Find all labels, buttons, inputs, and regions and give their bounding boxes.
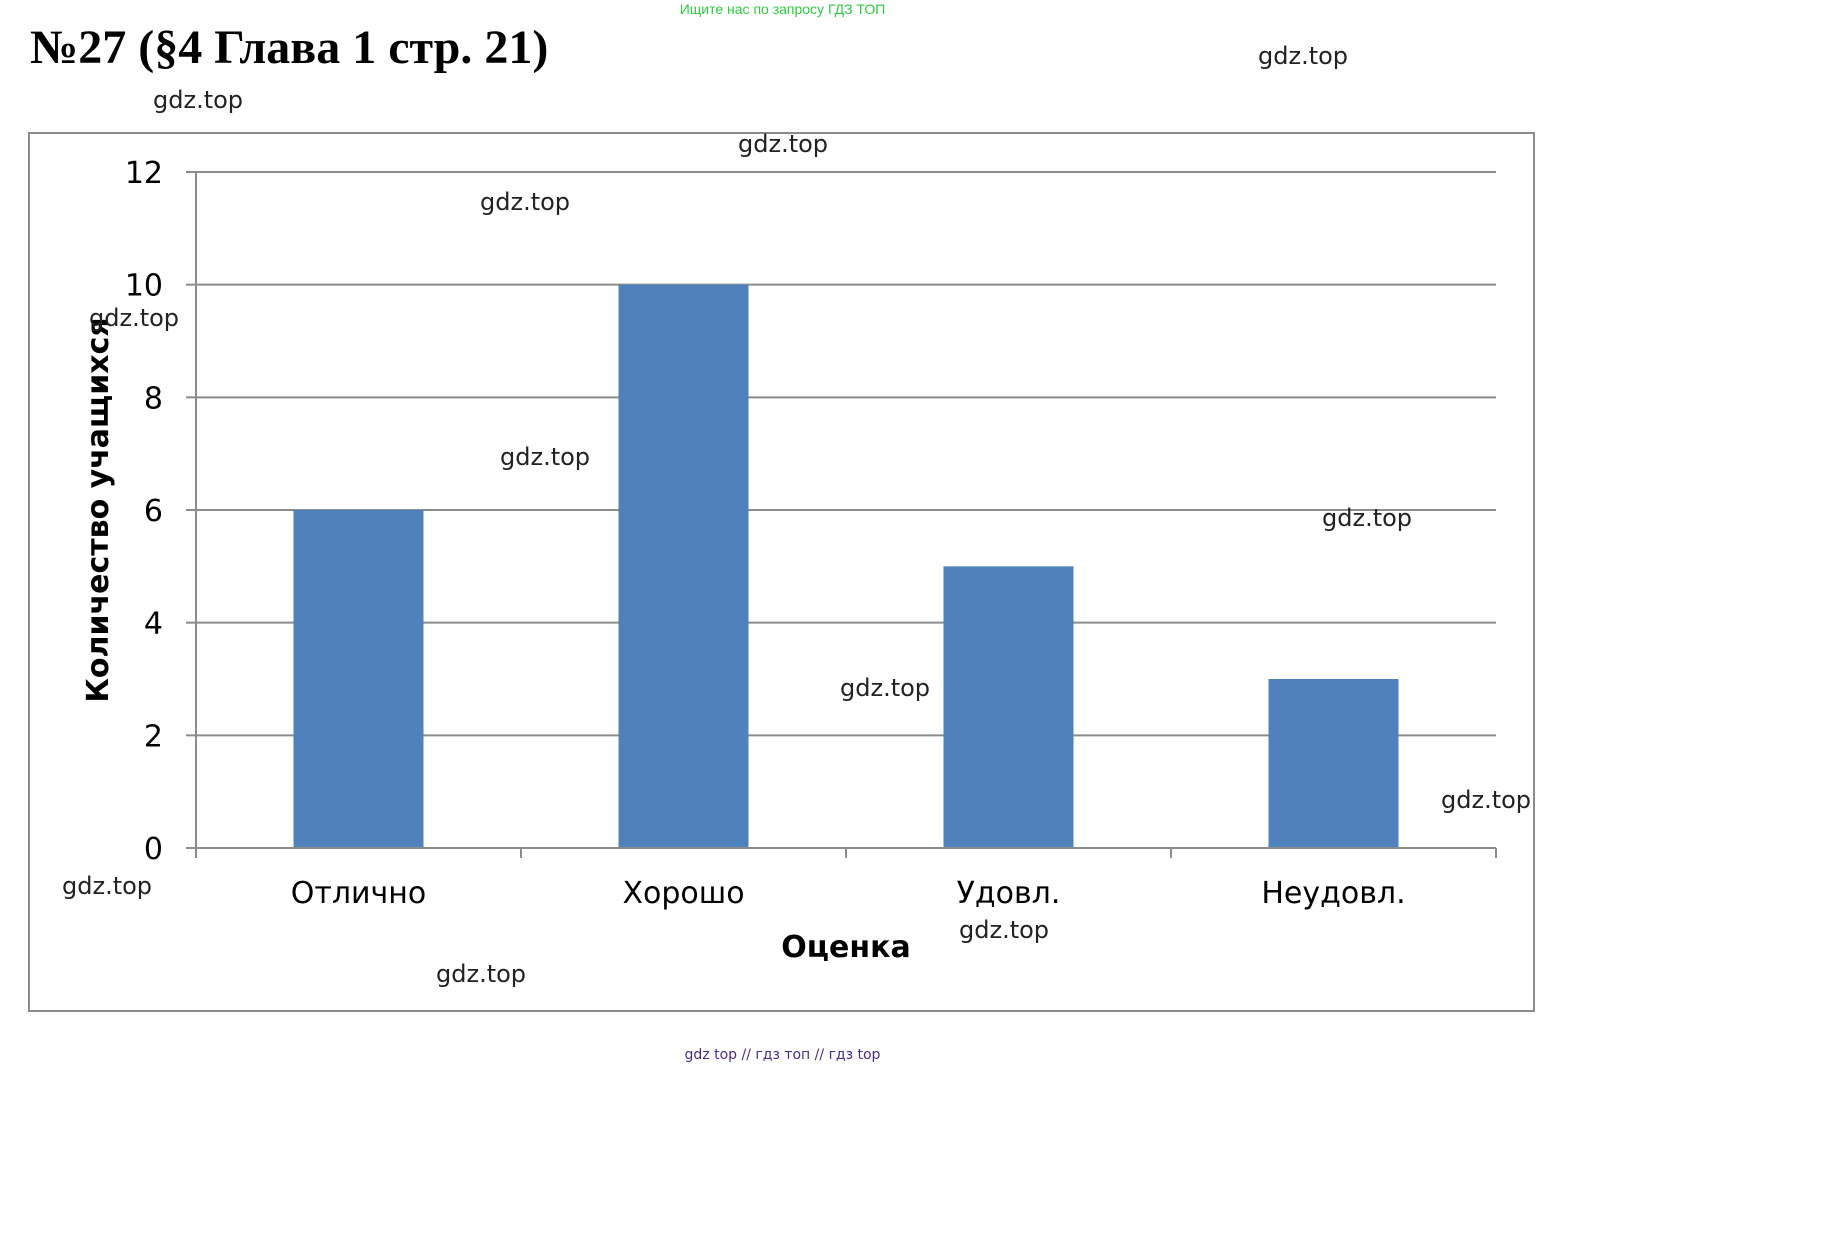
page-title: №27 (§4 Глава 1 стр. 21) bbox=[30, 21, 549, 74]
watermark: gdz.top bbox=[436, 960, 527, 988]
footer-link[interactable]: gdz top bbox=[684, 1047, 738, 1063]
watermark: gdz.top bbox=[480, 188, 571, 216]
y-axis-title: Количество учащихся bbox=[81, 317, 116, 702]
footer-links: gdz top // гдз топ // гдз top bbox=[0, 1047, 1565, 1063]
bar-chart: 0 2 4 6 8 10 12 Отлично Хорошо Удовл. Неудовл. Оц… bbox=[28, 132, 1535, 1012]
watermark: gdz.top bbox=[1322, 504, 1413, 532]
watermark: gdz.top bbox=[89, 304, 180, 332]
footer-link[interactable]: гдз топ bbox=[755, 1047, 811, 1063]
footer-link[interactable]: гдз top bbox=[828, 1047, 881, 1063]
y-tick-label: 8 bbox=[144, 381, 163, 416]
bar bbox=[293, 510, 424, 848]
watermark: gdz.top bbox=[1441, 786, 1532, 814]
x-tick-label: Хорошо bbox=[622, 876, 744, 911]
top-banner: Ищите нас по запросу ГДЗ ТОП bbox=[679, 1, 886, 17]
watermark: gdz.top bbox=[62, 872, 153, 900]
watermark: gdz.top bbox=[1258, 42, 1349, 70]
axes bbox=[186, 171, 1497, 858]
watermark: gdz.top bbox=[500, 443, 591, 471]
x-tick-label: Неудовл. bbox=[1261, 876, 1405, 911]
y-tick-label: 4 bbox=[144, 607, 163, 642]
x-axis-title: Оценка bbox=[781, 930, 910, 965]
y-tick-label: 6 bbox=[144, 494, 163, 529]
footer-separator: // bbox=[741, 1047, 751, 1063]
y-tick-labels: 0 2 4 6 8 10 12 bbox=[125, 156, 163, 867]
y-tick-label: 10 bbox=[125, 269, 163, 304]
bars bbox=[293, 284, 1399, 849]
chart-frame bbox=[28, 132, 1535, 1012]
x-tick-labels: Отлично Хорошо Удовл. Неудовл. bbox=[291, 876, 1406, 911]
watermark: gdz.top bbox=[840, 674, 931, 702]
bar bbox=[618, 284, 749, 849]
y-tick-label: 12 bbox=[125, 156, 163, 191]
y-tick-label: 2 bbox=[144, 719, 163, 754]
bar bbox=[1268, 679, 1399, 848]
watermark: gdz.top bbox=[153, 86, 244, 114]
footer-separator: // bbox=[814, 1047, 825, 1063]
x-tick-label: Отлично bbox=[291, 876, 426, 911]
y-tick-label: 0 bbox=[144, 832, 163, 867]
watermark: gdz.top bbox=[959, 916, 1050, 944]
x-tick-label: Удовл. bbox=[957, 876, 1061, 911]
bar bbox=[943, 566, 1074, 848]
watermark: gdz.top bbox=[738, 130, 829, 158]
